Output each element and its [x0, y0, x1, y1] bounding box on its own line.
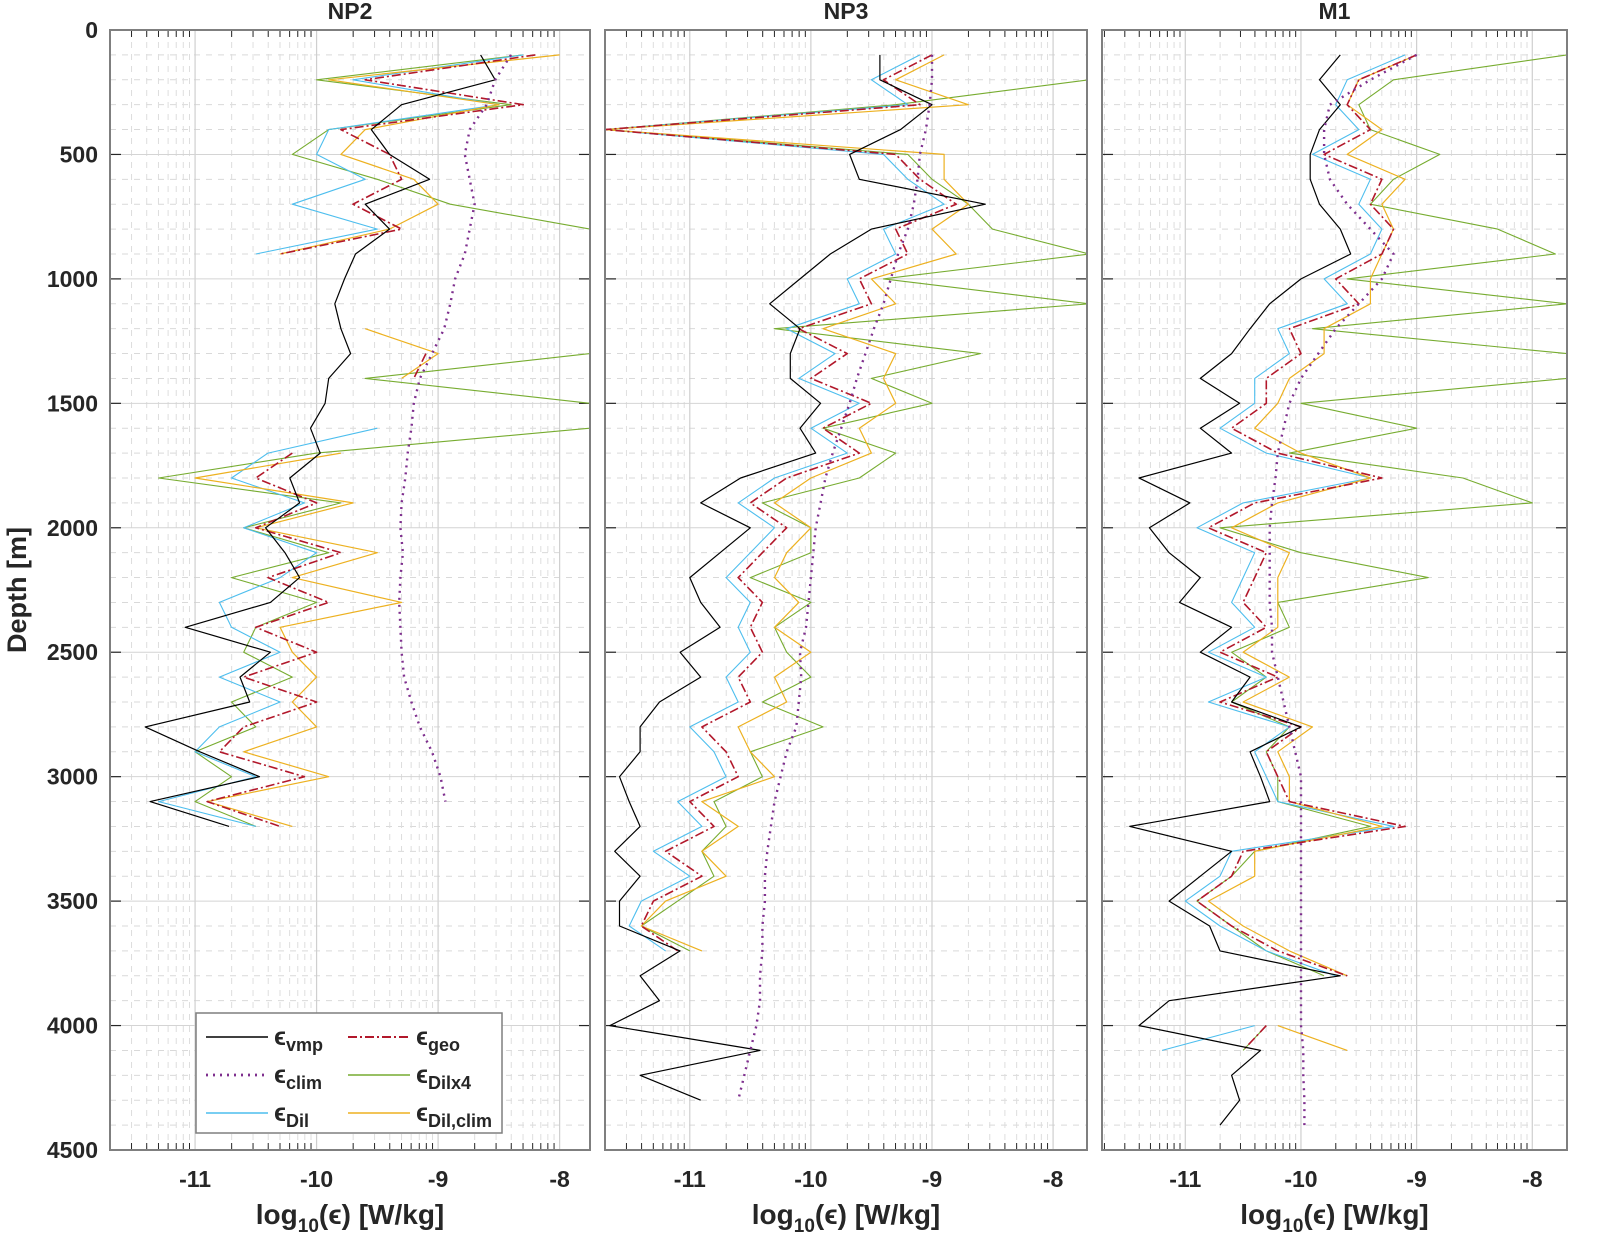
y-tick-label: 0 — [85, 17, 98, 43]
panel-title: NP3 — [824, 0, 869, 24]
legend-symbol: ϵ — [274, 1099, 286, 1127]
y-tick-label: 1500 — [47, 390, 98, 416]
plot-area — [605, 30, 1087, 1150]
panel-title: NP2 — [328, 0, 373, 24]
x-axis-label-text: (ϵ) [W/kg] — [1303, 1199, 1428, 1230]
x-tick-label: -11 — [1169, 1166, 1201, 1192]
x-tick-label: -8 — [1043, 1166, 1064, 1192]
legend-subscript: Dil — [286, 1111, 309, 1131]
series-line-vmp — [609, 54, 986, 1101]
legend-subscript: clim — [286, 1073, 322, 1093]
x-tick-label: -9 — [922, 1166, 942, 1192]
legend-symbol: ϵ — [416, 1099, 428, 1127]
x-axis-label-text: log — [256, 1199, 298, 1230]
legend-label-dil: ϵDil — [274, 1099, 309, 1131]
y-tick-label: 2000 — [47, 515, 98, 541]
plot-area — [1102, 30, 1567, 1150]
series-line-clim — [1268, 53, 1418, 1126]
legend-symbol: ϵ — [274, 1061, 286, 1089]
plot-area — [110, 30, 590, 1150]
x-tick-label: -10 — [1284, 1166, 1317, 1192]
y-tick-label: 4000 — [47, 1013, 98, 1039]
legend-label-clim: ϵclim — [274, 1061, 322, 1093]
axes-box — [604, 29, 1088, 1151]
x-axis-label: log10(ϵ) [W/kg] — [1240, 1199, 1429, 1237]
x-tick-label: -11 — [179, 1166, 211, 1192]
series-line-vmp — [1129, 54, 1352, 1126]
legend-subscript: Dilx4 — [428, 1073, 471, 1093]
x-axis-label-subscript: 10 — [298, 1216, 319, 1237]
series-line-dilclim — [1207, 54, 1417, 1051]
x-axis-label-subscript: 10 — [794, 1216, 815, 1237]
y-tick-label: 1000 — [47, 266, 98, 292]
x-tick-label: -9 — [428, 1166, 448, 1192]
x-axis-label: log10(ϵ) [W/kg] — [752, 1199, 941, 1237]
x-axis-label-text: log — [1240, 1199, 1282, 1230]
series-line-geo — [206, 54, 536, 828]
y-tick-label: 2500 — [47, 639, 98, 665]
panel-m1: -11 -10 -9 -8 M1 log10(ϵ) [W/kg] — [1101, 0, 1568, 1237]
x-axis-label-text: (ϵ) [W/kg] — [319, 1199, 444, 1230]
legend-subscript: vmp — [286, 1035, 323, 1055]
axes-box — [109, 29, 591, 1151]
y-tick-label: 3500 — [47, 888, 98, 914]
legend-label-geo: ϵgeo — [416, 1023, 460, 1055]
x-tick-label: -11 — [674, 1166, 706, 1192]
legend-subscript: Dil,clim — [428, 1111, 492, 1131]
x-tick-label: -9 — [1406, 1166, 1426, 1192]
x-tick-label: -10 — [794, 1166, 827, 1192]
panel-np3: -11 -10 -9 -8 NP3 log10(ϵ) [W/kg] — [604, 0, 1088, 1237]
y-tick-label: 500 — [60, 141, 98, 167]
legend-label-dilclim: ϵDil,clim — [416, 1099, 492, 1131]
legend-label-vmp: ϵvmp — [274, 1023, 323, 1055]
axes-box — [1101, 29, 1568, 1151]
legend-symbol: ϵ — [416, 1023, 428, 1051]
x-axis-label-text: log — [752, 1199, 794, 1230]
legend-symbol: ϵ — [416, 1061, 428, 1089]
y-tick-label: 3000 — [47, 764, 98, 790]
x-tick-label: -10 — [300, 1166, 333, 1192]
legend-subscript: geo — [428, 1035, 460, 1055]
x-axis-label-subscript: 10 — [1282, 1216, 1303, 1237]
x-tick-label: -8 — [1522, 1166, 1543, 1192]
legend-label-dilx4: ϵDilx4 — [416, 1061, 471, 1093]
series-line-dil — [1161, 54, 1406, 1051]
series-line-dil — [158, 54, 524, 827]
legend-symbol: ϵ — [274, 1023, 286, 1051]
x-axis-label-text: (ϵ) [W/kg] — [815, 1199, 940, 1230]
panel-np2: -11 -10 -9 -8 0 500 1000 1500 2000 2500 3000 3500 40… — [47, 0, 591, 1237]
y-axis-label: Depth [m] — [2, 527, 32, 653]
x-axis-label: log10(ϵ) [W/kg] — [256, 1199, 445, 1237]
series-line-vmp — [144, 54, 496, 827]
panel-title: M1 — [1319, 0, 1351, 24]
y-tick-label: 4500 — [47, 1137, 98, 1163]
series-line-clim — [737, 54, 934, 1101]
x-tick-label: -8 — [549, 1166, 570, 1192]
series-line-geo — [1196, 54, 1417, 1051]
